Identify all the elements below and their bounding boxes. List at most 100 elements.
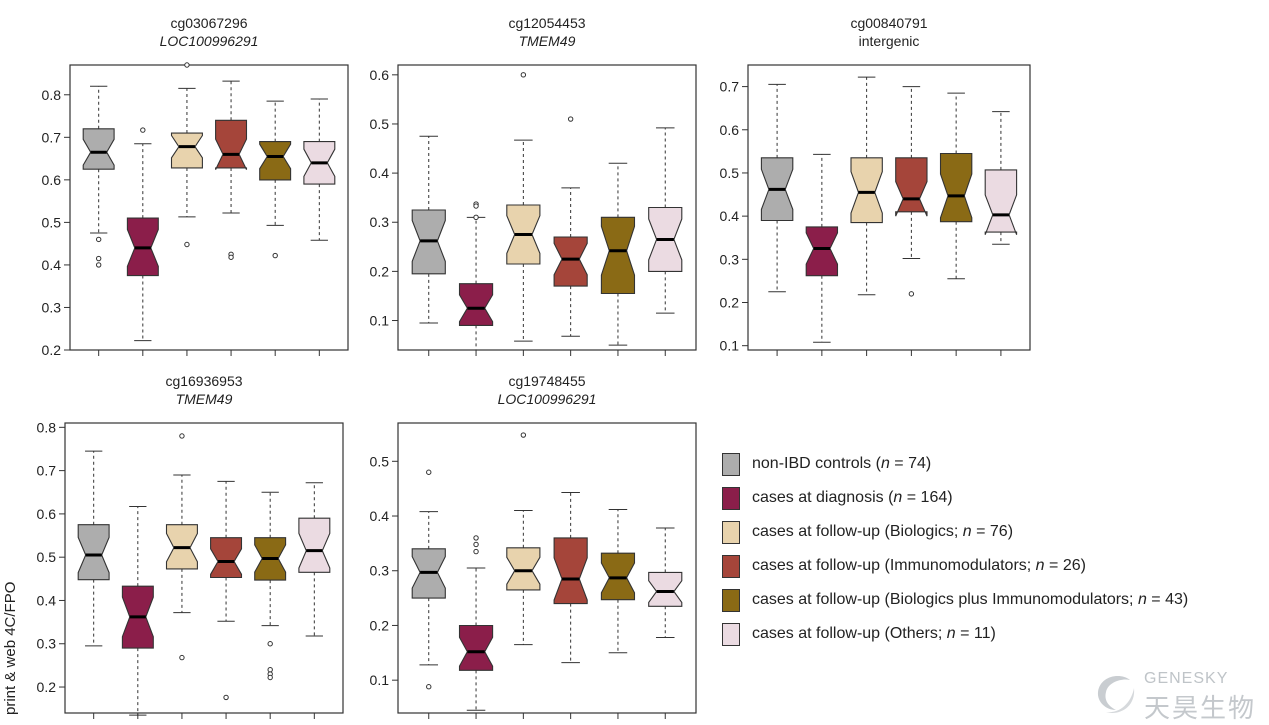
plot-frame (747, 64, 1031, 351)
box-group-5 (939, 92, 973, 356)
box-group-2 (458, 201, 494, 356)
panel-subtitle: TMEM49 (519, 33, 576, 49)
y-tick-label: 0.4 (42, 257, 62, 273)
plot-frame (397, 64, 697, 351)
outlier-point (473, 548, 479, 555)
panel-subtitle: LOC100996291 (498, 391, 597, 407)
y-tick-label: 0.2 (37, 679, 57, 695)
outlier-point (267, 667, 273, 673)
y-tick-label: 0.6 (370, 67, 390, 83)
box (215, 119, 248, 170)
y-tick-label: 0.3 (42, 299, 62, 315)
legend-label: cases at follow-up (Biologics plus Immun… (752, 591, 1189, 608)
box-group-4 (553, 116, 588, 356)
y-tick-label: 0.3 (37, 636, 57, 652)
boxplot-panel-cg12054453: cg12054453 TMEM49 0.1 0.2 0.3 0.4 0.5 0.6 (370, 15, 697, 356)
box (895, 157, 928, 217)
outlier-point (272, 252, 278, 259)
box (805, 226, 839, 277)
y-tick-label: 0.8 (42, 87, 62, 103)
box (939, 152, 973, 223)
y-tick-label: 0.7 (42, 129, 62, 145)
outlier-point (520, 432, 527, 438)
legend-label: cases at follow-up (Others; n = 11) (752, 625, 996, 642)
y-tick-label: 0.6 (42, 172, 62, 188)
legend-swatch (722, 622, 740, 646)
box-group-6 (303, 98, 336, 356)
box (170, 132, 203, 169)
box-group-1 (77, 450, 110, 719)
y-tick-label: 0.7 (37, 463, 57, 479)
plot-frame (64, 422, 344, 714)
y-tick-label: 0.6 (37, 506, 57, 522)
outlier-point (473, 214, 479, 221)
boxplot-panel-cg03067296: cg03067296 LOC100996291 0.2 0.3 0.4 0.5 0.6 0.7… (42, 15, 349, 358)
outlier-point (473, 535, 479, 541)
outlier-point (267, 641, 273, 647)
panel-title: cg03067296 (170, 15, 247, 31)
y-tick-label: 0.8 (37, 419, 57, 435)
legend-label: cases at follow-up (Immunomodulators; n … (752, 557, 1086, 574)
plot-frame (69, 64, 349, 351)
outlier-point (140, 127, 146, 133)
box (298, 517, 331, 573)
side-label: print & web 4C/FPO (2, 581, 19, 715)
box-group-4 (553, 491, 588, 719)
outlier-point (179, 654, 185, 661)
box-group-5 (600, 162, 636, 356)
outlier-point (228, 254, 234, 260)
watermark: GENESKY 天昊生物 (1092, 668, 1262, 723)
legend-swatch (722, 486, 740, 510)
outlier-point (95, 236, 102, 243)
legend-item-cases-at-diagnosis: cases at diagnosis (n = 164) (722, 481, 1262, 515)
outlier-point (184, 62, 190, 68)
box-group-1 (411, 135, 446, 356)
box (850, 157, 883, 224)
outlier-point (473, 541, 479, 548)
panel-title: cg12054453 (508, 15, 585, 31)
outlier-point (179, 433, 185, 439)
box-group-4 (215, 80, 248, 356)
box-group-3 (170, 62, 203, 356)
boxplot-panel-cg00840791: cg00840791 intergenic 0.1 0.2 0.3 0.4 0.5 0.6 0.… (720, 15, 1031, 356)
panel-title: cg16936953 (165, 373, 242, 389)
outlier-point (184, 241, 190, 248)
y-tick-label: 0.2 (370, 617, 390, 633)
legend-item-biologics-plus-immunomodulators: cases at follow-up (Biologics plus Immun… (722, 583, 1262, 617)
outlier-point (426, 684, 432, 690)
panel-subtitle: LOC100996291 (160, 33, 259, 49)
y-tick-label: 0.3 (370, 563, 390, 579)
legend-item-immunomodulators: cases at follow-up (Immunomodulators; n … (722, 549, 1262, 583)
box-group-2 (126, 127, 159, 356)
outlier-point (223, 694, 229, 701)
box-group-2 (805, 153, 839, 356)
y-tick-label: 0.7 (720, 79, 740, 95)
y-tick-label: 0.4 (37, 592, 57, 608)
box (259, 141, 292, 181)
box (600, 216, 636, 295)
box-group-5 (254, 491, 287, 719)
box (82, 128, 115, 170)
box (553, 236, 588, 287)
box-group-3 (506, 72, 541, 356)
box (458, 624, 494, 671)
legend-item-non-ibd-controls: non-IBD controls (n = 74) (722, 447, 1262, 481)
box-group-3 (506, 432, 541, 719)
box-group-6 (648, 127, 683, 356)
box-group-4 (210, 480, 243, 719)
legend-label: cases at diagnosis (n = 164) (752, 489, 953, 506)
y-tick-label: 0.4 (370, 508, 390, 524)
y-tick-label: 0.5 (720, 165, 740, 181)
outlier-point (95, 255, 102, 262)
outlier-point (520, 72, 527, 78)
legend-swatch (722, 588, 740, 612)
y-tick-label: 0.3 (370, 214, 390, 230)
y-tick-label: 0.4 (370, 165, 390, 181)
panel-subtitle: intergenic (859, 33, 920, 49)
y-tick-label: 0.6 (720, 122, 740, 138)
legend-item-others: cases at follow-up (Others; n = 11) (722, 617, 1262, 651)
box-group-5 (259, 100, 292, 356)
y-tick-label: 0.1 (720, 338, 740, 354)
y-tick-label: 0.1 (370, 313, 390, 329)
